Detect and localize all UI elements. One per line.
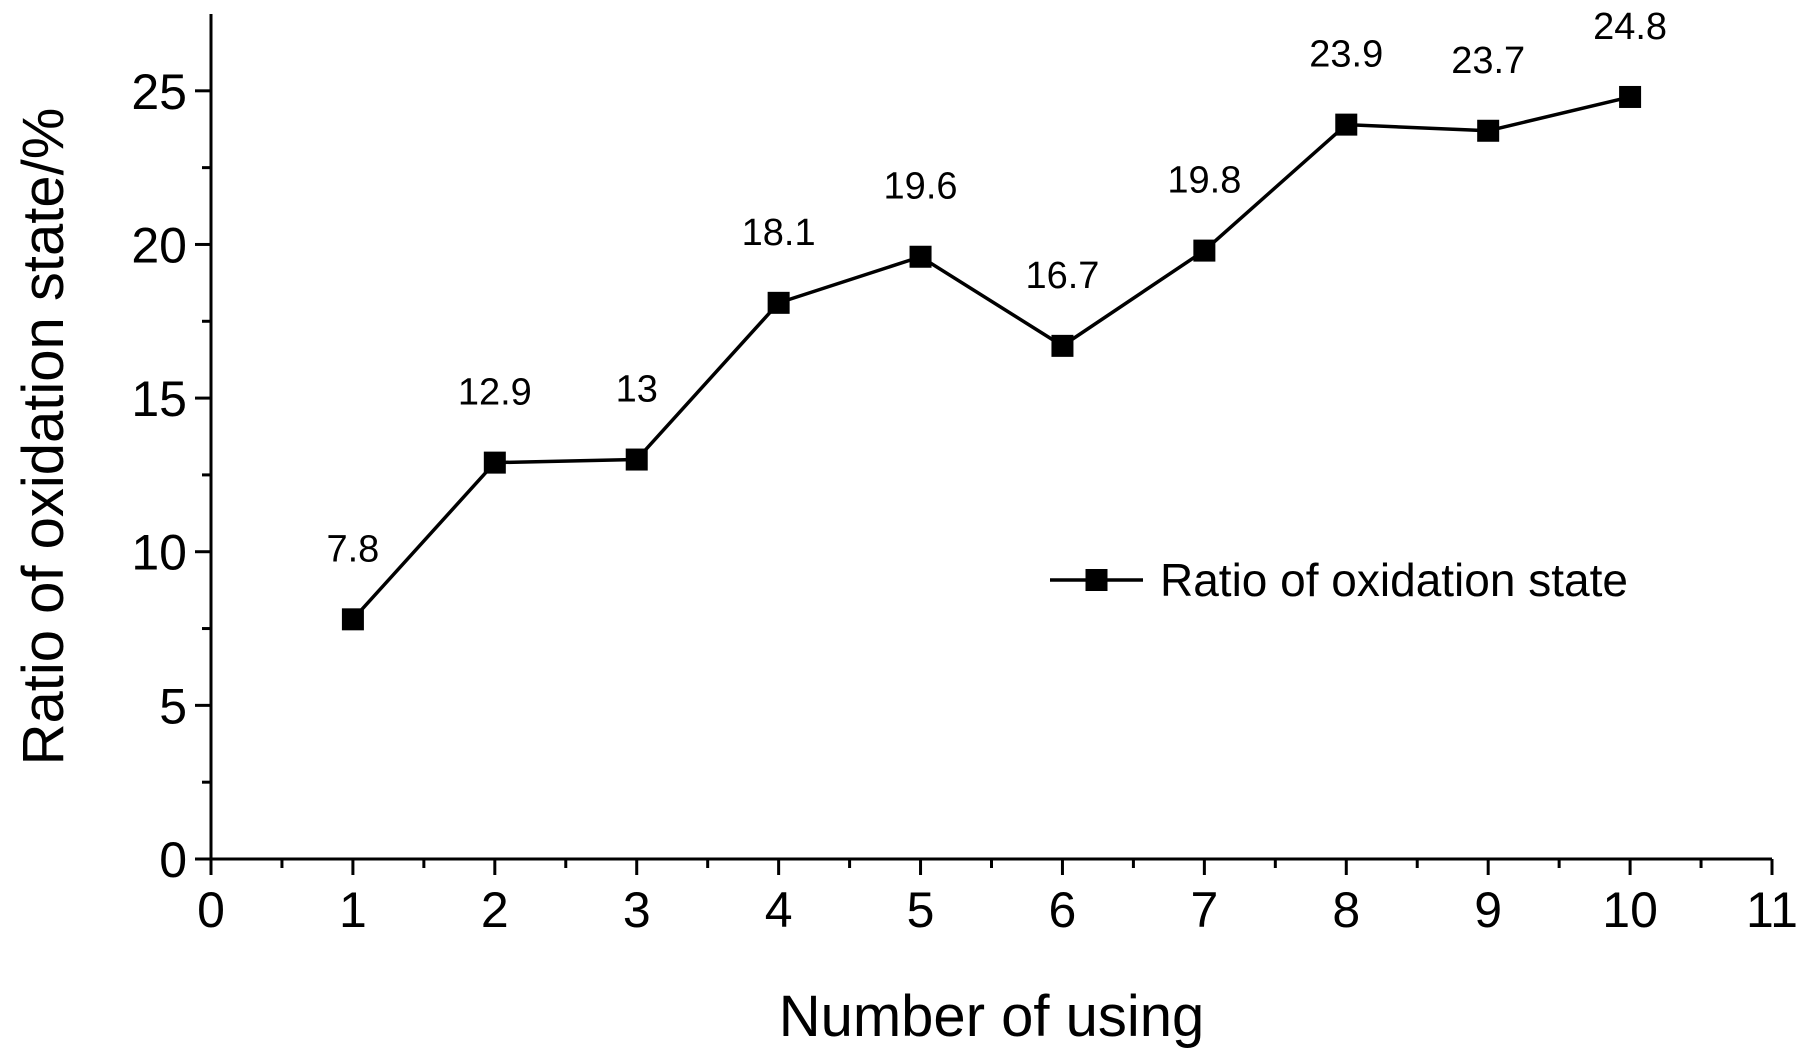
y-tick-label: 25 — [131, 64, 187, 120]
data-point — [625, 448, 648, 471]
data-label: 23.9 — [1309, 34, 1383, 76]
data-label: 19.8 — [1167, 160, 1241, 202]
data-label: 23.7 — [1451, 40, 1525, 82]
legend: Ratio of oxidation state — [1050, 554, 1628, 606]
x-tick-label: 6 — [1049, 882, 1077, 938]
data-point — [1193, 239, 1216, 262]
data-point — [767, 291, 790, 314]
y-tick-label: 15 — [131, 371, 187, 427]
x-tick-label: 10 — [1602, 882, 1658, 938]
x-axis-title: Number of using — [779, 984, 1205, 1049]
data-point — [1335, 113, 1358, 136]
series-layer — [341, 85, 1642, 631]
data-point — [909, 245, 932, 268]
series-line — [351, 95, 1631, 621]
x-tick-label: 11 — [1746, 882, 1798, 938]
x-tick-label: 4 — [765, 882, 793, 938]
y-tick-label: 5 — [159, 678, 187, 734]
y-tick-label: 10 — [131, 525, 187, 581]
data-label: 13 — [616, 369, 658, 411]
legend-label: Ratio of oxidation state — [1160, 554, 1628, 606]
x-axis-ticks: 0 1 2 3 4 5 6 7 8 9 10 11 — [197, 859, 1798, 938]
data-label: 19.6 — [884, 166, 958, 208]
x-tick-label: 5 — [907, 882, 935, 938]
data-point — [1619, 85, 1642, 108]
data-label: 18.1 — [742, 212, 816, 254]
x-tick-label: 0 — [197, 882, 225, 938]
y-tick-label: 0 — [159, 832, 187, 888]
x-tick-label: 9 — [1474, 882, 1502, 938]
x-tick-label: 1 — [339, 882, 367, 938]
data-label: 7.8 — [326, 528, 379, 570]
data-point — [1477, 119, 1500, 142]
data-labels: 7.8 12.9 13 18.1 19.6 16.7 19.8 23.9 23.7 24.8 — [326, 6, 1667, 570]
data-point — [341, 608, 364, 631]
axes — [209, 14, 1772, 861]
y-tick-label: 20 — [131, 217, 187, 273]
data-point — [1051, 334, 1074, 357]
x-tick-label: 8 — [1332, 882, 1360, 938]
x-tick-label: 3 — [623, 882, 651, 938]
x-tick-label: 7 — [1190, 882, 1218, 938]
data-label: 16.7 — [1025, 255, 1099, 297]
x-tick-label: 2 — [481, 882, 509, 938]
data-point — [483, 451, 506, 474]
y-axis-ticks: 0 5 10 15 20 25 — [131, 64, 211, 888]
data-label: 12.9 — [458, 372, 532, 414]
y-axis-title: Ratio of oxidation state/% — [11, 108, 76, 766]
legend-marker — [1085, 569, 1108, 591]
data-label: 24.8 — [1593, 6, 1667, 48]
